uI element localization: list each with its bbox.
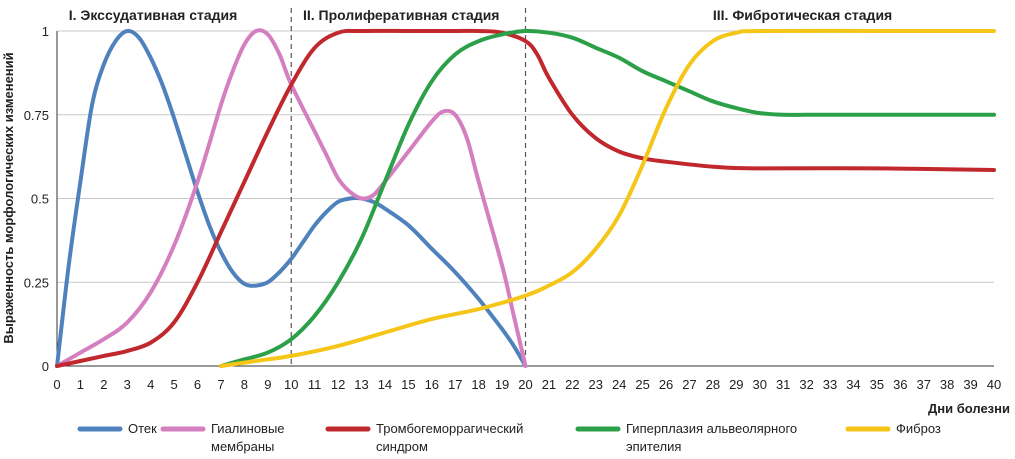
x-tick-label: 35 xyxy=(870,377,884,392)
x-tick-label: 28 xyxy=(706,377,720,392)
y-tick-label: 1 xyxy=(42,24,49,39)
series-line-1 xyxy=(55,28,528,368)
x-tick-label: 16 xyxy=(425,377,439,392)
stage-dividers xyxy=(290,8,527,366)
x-tick-label: 33 xyxy=(823,377,837,392)
x-tick-label: 2 xyxy=(100,377,107,392)
y-tick-label: 0.25 xyxy=(24,275,49,290)
series-line-3 xyxy=(55,28,996,368)
legend-label-line2: синдром xyxy=(376,439,428,454)
x-tick-label: 6 xyxy=(194,377,201,392)
series-line-5 xyxy=(219,28,996,368)
x-axis-title: Дни болезни xyxy=(928,401,1010,416)
y-tick-labels: 0 0.25 0.5 0.75 1 xyxy=(24,24,49,374)
x-tick-label: 14 xyxy=(378,377,392,392)
x-tick-label: 11 xyxy=(308,377,322,392)
x-tick-label: 20 xyxy=(518,377,532,392)
x-tick-label: 39 xyxy=(963,377,977,392)
x-tick-label: 5 xyxy=(171,377,178,392)
x-tick-label: 18 xyxy=(471,377,485,392)
legend-label: Фиброз xyxy=(896,421,941,436)
x-tick-label: 29 xyxy=(729,377,743,392)
x-tick-label: 34 xyxy=(846,377,860,392)
y-tick-label: 0.75 xyxy=(24,108,49,123)
x-tick-label: 31 xyxy=(776,377,790,392)
x-tick-label: 26 xyxy=(659,377,673,392)
y-tick-label: 0 xyxy=(42,359,49,374)
legend-label: Гиалиновые xyxy=(211,421,285,436)
x-tick-label: 36 xyxy=(893,377,907,392)
x-tick-label: 9 xyxy=(264,377,271,392)
x-tick-label: 40 xyxy=(987,377,1001,392)
legend-label: Отек xyxy=(128,421,157,436)
legend-label: Тромбогеморрагический xyxy=(376,421,523,436)
x-tick-label: 1 xyxy=(77,377,84,392)
x-tick-label: 19 xyxy=(495,377,509,392)
x-tick-label: 12 xyxy=(331,377,345,392)
x-tick-label: 27 xyxy=(682,377,696,392)
x-tick-label: 25 xyxy=(635,377,649,392)
x-tick-label: 32 xyxy=(799,377,813,392)
x-tick-label: 7 xyxy=(217,377,224,392)
legend: Отек Гиалиновые мембраны Тромбогеморрагичес… xyxy=(77,421,941,454)
legend-label-line2: мембраны xyxy=(211,439,274,454)
x-tick-label: 21 xyxy=(542,377,556,392)
series-lines xyxy=(55,28,996,368)
legend-item: Отек xyxy=(77,421,157,436)
x-tick-label: 17 xyxy=(448,377,462,392)
x-tick-label: 22 xyxy=(565,377,579,392)
x-tick-labels: 0 1 2 3 4 5 6 7 8 9 10 11 12 13 14 15 16 17 18 19 20 21 22 23 24… xyxy=(53,377,1001,392)
x-tick-label: 38 xyxy=(940,377,954,392)
x-tick-label: 24 xyxy=(612,377,626,392)
legend-label-line2: эпителия xyxy=(626,439,681,454)
x-tick-label: 30 xyxy=(753,377,767,392)
legend-item: Тромбогеморрагический синдром xyxy=(325,421,523,454)
x-tick-label: 23 xyxy=(589,377,603,392)
x-tick-label: 4 xyxy=(147,377,154,392)
stage-label: III. Фибротическая стадия xyxy=(713,7,892,23)
x-tick-label: 37 xyxy=(916,377,930,392)
series-line-4 xyxy=(219,28,996,368)
legend-item: Гиперплазия альвеолярного эпителия xyxy=(575,421,797,454)
x-tick-label: 13 xyxy=(354,377,368,392)
stage-label: II. Пролиферативная стадия xyxy=(303,7,500,23)
legend-item: Фиброз xyxy=(845,421,941,436)
x-tick-label: 8 xyxy=(241,377,248,392)
x-tick-label: 10 xyxy=(284,377,298,392)
y-tick-label: 0.5 xyxy=(31,192,49,207)
stage-labels: I. Экссудативная стадия II. Пролиферативн… xyxy=(69,7,893,23)
y-axis-title: Выраженность морфологических изменений xyxy=(1,52,16,343)
x-tick-label: 3 xyxy=(124,377,131,392)
legend-item: Гиалиновые мембраны xyxy=(160,421,285,454)
stage-label: I. Экссудативная стадия xyxy=(69,7,238,23)
legend-label: Гиперплазия альвеолярного xyxy=(626,421,797,436)
series-line-2 xyxy=(55,28,528,368)
x-tick-label: 15 xyxy=(401,377,415,392)
x-tick-label: 0 xyxy=(53,377,60,392)
